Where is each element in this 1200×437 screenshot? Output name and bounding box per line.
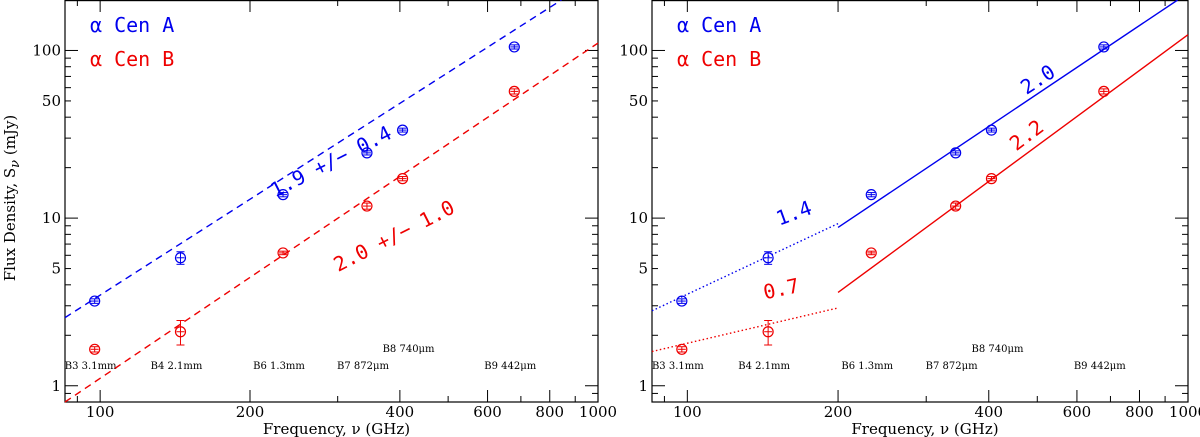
band-label: B6 1.3mm bbox=[841, 361, 893, 372]
data-point bbox=[676, 343, 688, 355]
legend-entry: α Cen B bbox=[90, 47, 174, 71]
data-point bbox=[89, 295, 101, 307]
slope-annotation: 2.2 bbox=[1005, 115, 1048, 156]
data-point bbox=[762, 326, 774, 338]
x-tick-label: 1000 bbox=[579, 403, 617, 421]
data-point bbox=[361, 200, 373, 212]
data-point bbox=[865, 247, 877, 259]
y-tick-label: 50 bbox=[42, 92, 61, 110]
slope-annotation: 2.0 +/− 1.0 bbox=[330, 195, 459, 277]
x-tick-label: 200 bbox=[824, 403, 853, 421]
data-point bbox=[865, 189, 877, 201]
band-label: B9 442μm bbox=[1074, 361, 1126, 372]
fit-line-solid bbox=[837, 34, 1189, 294]
band-label: B3 3.1mm bbox=[65, 361, 117, 372]
data-point bbox=[361, 147, 373, 159]
x-tick-label: 100 bbox=[86, 403, 115, 421]
data-point bbox=[277, 189, 289, 201]
x-tick-label: 600 bbox=[1063, 403, 1092, 421]
y-tick-label: 10 bbox=[42, 209, 61, 227]
y-tick-label: 100 bbox=[32, 41, 61, 59]
data-point bbox=[985, 124, 998, 136]
band-label: B6 1.3mm bbox=[253, 361, 305, 372]
slope-annotation: 0.7 bbox=[761, 273, 801, 304]
x-tick-label: 1000 bbox=[1169, 403, 1200, 421]
fit-line-dashed bbox=[64, 0, 562, 319]
data-point bbox=[762, 252, 774, 264]
y-tick-label: 5 bbox=[51, 260, 61, 278]
band-label: B3 3.1mm bbox=[652, 361, 704, 372]
data-point bbox=[985, 173, 998, 185]
y-tick-label: 100 bbox=[619, 41, 648, 59]
y-tick-label: 1 bbox=[51, 377, 61, 395]
legend-entry: α Cen B bbox=[677, 47, 761, 71]
band-label: B8 740μm bbox=[971, 344, 1023, 355]
y-tick-label: 1 bbox=[638, 377, 648, 395]
fit-line-solid bbox=[837, 0, 1179, 228]
data-point bbox=[508, 41, 520, 53]
plot-frame bbox=[64, 0, 599, 403]
y-axis-label: Flux Density, Sν (mJy) bbox=[1, 115, 23, 282]
x-axis-label: Frequency, ν (GHz) bbox=[263, 420, 410, 437]
x-tick-label: 200 bbox=[236, 403, 265, 421]
data-point bbox=[508, 85, 520, 97]
data-point bbox=[174, 252, 187, 264]
legend-entry: α Cen A bbox=[90, 13, 174, 37]
y-tick-label: 10 bbox=[629, 209, 648, 227]
data-point bbox=[396, 173, 409, 185]
x-axis-label: Frequency, ν (GHz) bbox=[851, 420, 998, 437]
x-tick-label: 800 bbox=[535, 403, 564, 421]
left-panel: 100 200 400 600 800 1000 1 5 10 50 100 Frequency, ν… bbox=[32, 0, 617, 437]
data-point bbox=[676, 295, 688, 307]
band-label: B9 442μm bbox=[484, 361, 536, 372]
band-label: B8 740μm bbox=[383, 344, 435, 355]
band-label: B4 2.1mm bbox=[738, 361, 790, 372]
data-point bbox=[277, 247, 289, 259]
data-point bbox=[174, 326, 187, 338]
slope-annotation: 1.9 +/− 0.4 bbox=[266, 121, 395, 203]
slope-annotation: 2.0 bbox=[1016, 59, 1059, 99]
slope-annotation: 1.4 bbox=[773, 196, 815, 231]
x-tick-label: 400 bbox=[974, 403, 1003, 421]
data-point bbox=[950, 147, 962, 159]
x-tick-label: 400 bbox=[386, 403, 415, 421]
x-tick-label: 600 bbox=[473, 403, 502, 421]
plot-frame bbox=[651, 0, 1189, 403]
band-label: B4 2.1mm bbox=[151, 361, 203, 372]
data-point bbox=[1098, 41, 1110, 53]
legend-entry: α Cen A bbox=[677, 13, 761, 37]
right-panel: 100 200 400 600 800 1000 1 5 10 50 100 Frequency, ν… bbox=[619, 0, 1200, 437]
y-tick-label: 5 bbox=[638, 260, 648, 278]
band-label: B7 872μm bbox=[337, 361, 389, 372]
x-tick-label: 100 bbox=[673, 403, 702, 421]
y-tick-label: 50 bbox=[629, 92, 648, 110]
data-point bbox=[1098, 85, 1110, 97]
band-label: B7 872μm bbox=[926, 361, 978, 372]
fit-line-dashed bbox=[64, 42, 599, 403]
data-point bbox=[89, 343, 101, 355]
data-point bbox=[396, 124, 409, 136]
data-point bbox=[950, 200, 962, 212]
fit-line-dotted bbox=[651, 222, 839, 312]
x-tick-label: 800 bbox=[1125, 403, 1154, 421]
